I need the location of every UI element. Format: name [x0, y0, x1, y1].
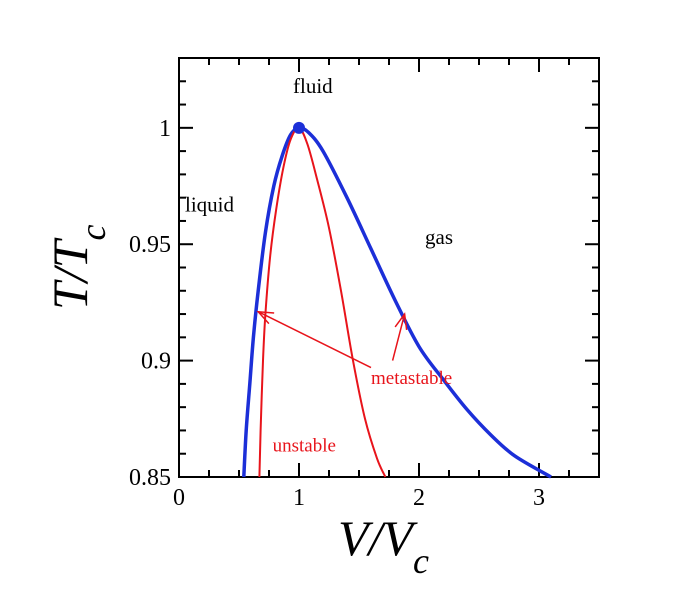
x-axis-label-main: V/V: [338, 510, 418, 566]
x-tick-label: 3: [533, 485, 545, 511]
annotations-group: fluid liquid gas metastable unstable: [185, 74, 453, 456]
y-tick-label: 0.9: [141, 349, 171, 375]
spinodal-curve-line: [258, 126, 387, 478]
annotation-liquid: liquid: [185, 193, 235, 217]
series-group: [242, 121, 552, 479]
arrows-group: [256, 310, 408, 369]
arrow-line: [391, 313, 406, 361]
y-tick-label: 1: [159, 116, 171, 142]
tick-labels: 0 1 2 3 0.85 0.9 0.95 1: [129, 116, 545, 511]
arrow-head: [256, 310, 275, 325]
annotation-fluid: fluid: [293, 74, 333, 98]
critical-point-marker: [293, 121, 305, 134]
axis-ticks: [178, 57, 600, 478]
annotation-unstable: unstable: [273, 435, 336, 456]
y-axis-label-sub: c: [73, 224, 113, 240]
x-tick-label: 1: [293, 485, 305, 511]
arrow-line: [257, 311, 372, 369]
annotation-gas: gas: [425, 225, 453, 249]
x-tick-label: 2: [413, 485, 425, 511]
arrow-head: [394, 312, 408, 331]
plot-frame: [178, 57, 600, 478]
coexistence-curve-line: [242, 125, 552, 479]
x-tick-label: 0: [173, 485, 185, 511]
y-tick-label: 0.95: [129, 232, 171, 258]
y-axis-label: T/Tc: [42, 224, 113, 310]
x-axis-label: V/Vc: [338, 510, 429, 581]
y-axis-label-main: T/T: [42, 237, 98, 310]
x-axis-label-sub: c: [413, 541, 429, 581]
annotation-metastable: metastable: [371, 368, 452, 389]
y-tick-label: 0.85: [129, 465, 171, 491]
